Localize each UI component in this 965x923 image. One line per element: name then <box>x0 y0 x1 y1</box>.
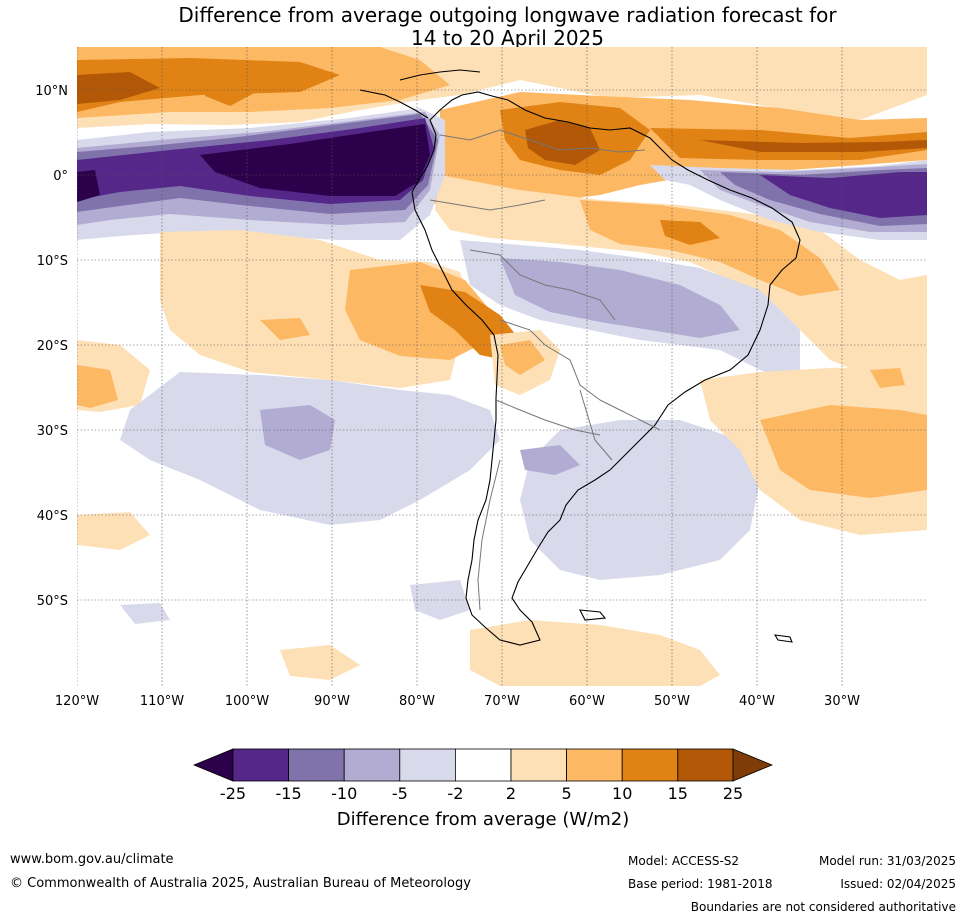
colorbar-swatch <box>288 748 345 782</box>
title-line-2: 14 to 20 April 2025 <box>410 26 605 50</box>
title-line-1: Difference from average outgoing longwav… <box>178 3 837 27</box>
colorbar-swatch <box>621 748 679 782</box>
lon-label: 70°W <box>484 694 520 709</box>
model-text: Model: ACCESS-S2 <box>628 854 740 868</box>
colorbar-tick: 10 <box>612 784 632 803</box>
colorbar-arrow-right <box>732 748 774 782</box>
coastlines <box>359 69 801 646</box>
disclaimer-text: Boundaries are not considered authoritat… <box>690 900 956 914</box>
lat-label: 40°S <box>37 509 68 524</box>
colorbar-tick: -10 <box>331 784 357 803</box>
lat-label: 30°S <box>37 424 68 439</box>
lon-label: 110°W <box>140 694 184 709</box>
model-run-text: Model run: 31/03/2025 <box>818 854 956 868</box>
country-borders <box>429 129 661 611</box>
colorbar-tick: 25 <box>723 784 743 803</box>
colorbar-tick: 15 <box>668 784 688 803</box>
gridlines <box>77 47 927 686</box>
lon-label: 60°W <box>569 694 605 709</box>
lat-label: 10°N <box>35 84 68 99</box>
colorbar-swatch <box>454 748 512 782</box>
colorbar-swatch <box>566 748 623 782</box>
lat-label: 0° <box>53 169 68 184</box>
colorbar-arrow-left <box>192 748 234 782</box>
lat-label: 50°S <box>37 594 68 609</box>
lon-label: 120°W <box>55 694 99 709</box>
colorbar-tick: -5 <box>392 784 408 803</box>
lon-label: 50°W <box>654 694 690 709</box>
colorbar-tick: -15 <box>276 784 302 803</box>
longitude-labels: 120°W 110°W 100°W 90°W 80°W 70°W 60°W 50… <box>55 694 860 709</box>
colorbar-tick: -2 <box>447 784 463 803</box>
colorbar-swatch <box>232 748 289 782</box>
colorbar-swatch <box>677 748 734 782</box>
issued-text: Issued: 02/04/2025 <box>840 877 956 891</box>
colorbar-tick: 5 <box>562 784 572 803</box>
colorbar-label: Difference from average (W/m2) <box>337 809 629 830</box>
colorbar-swatch <box>399 748 456 782</box>
lon-label: 30°W <box>824 694 860 709</box>
colorbar-swatch <box>343 748 401 782</box>
base-period-text: Base period: 1981-2018 <box>628 877 773 891</box>
colorbar-swatch <box>510 748 567 782</box>
latitude-labels: 10°N 0° 10°S 20°S 30°S 40°S 50°S <box>35 84 68 609</box>
colorbar-tick: 2 <box>506 784 516 803</box>
lon-label: 90°W <box>314 694 350 709</box>
lon-label: 40°W <box>739 694 775 709</box>
olr-anomaly-field <box>77 47 927 686</box>
lat-label: 10°S <box>37 254 68 269</box>
map-title: Difference from average outgoing longwav… <box>0 4 965 50</box>
colorbar-tick: -25 <box>220 784 246 803</box>
colorbar <box>192 748 774 782</box>
lon-label: 100°W <box>225 694 269 709</box>
website-link[interactable]: www.bom.gov.au/climate <box>10 852 174 867</box>
colorbar-ticks: -25 -15 -10 -5 -2 2 5 10 15 25 <box>220 784 743 803</box>
lat-label: 20°S <box>37 339 68 354</box>
lon-label: 80°W <box>399 694 435 709</box>
copyright-text: © Commonwealth of Australia 2025, Austra… <box>10 876 471 891</box>
